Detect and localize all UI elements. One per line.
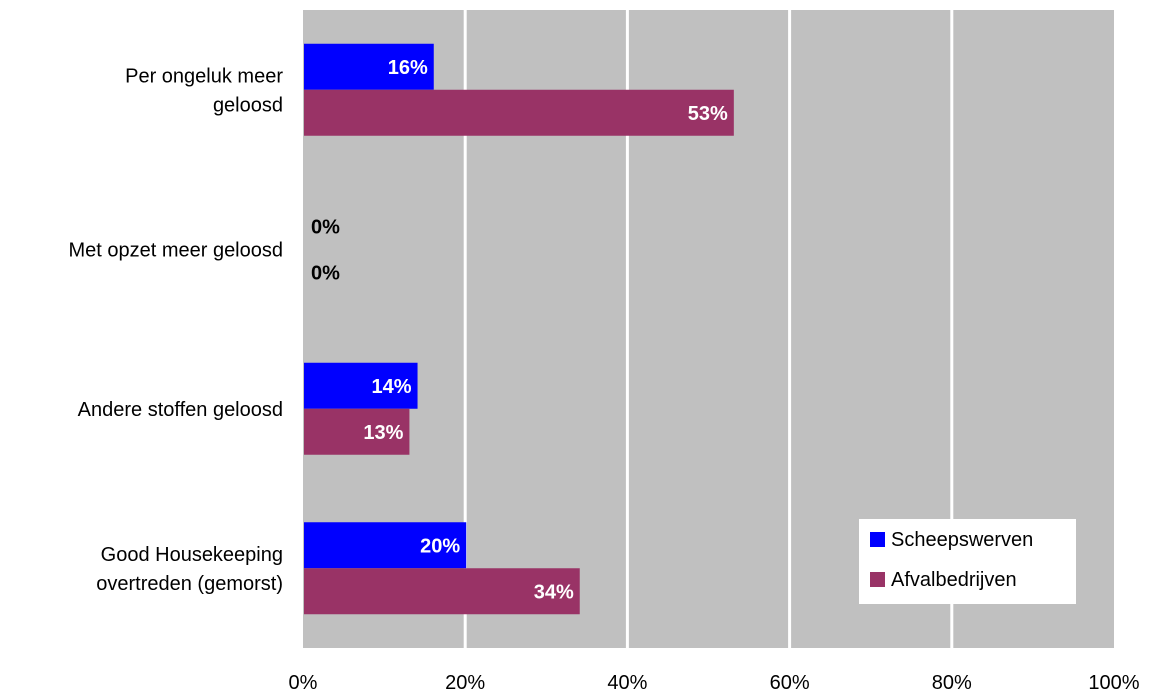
bar [304,522,467,569]
category-label: Andere stoffen geloosd [78,399,283,421]
bar [304,408,410,455]
bar-value-label: 53% [688,103,728,125]
bar [304,568,580,615]
x-tick-labels: 0% 20% 40% 60% 80% 100% [289,672,1140,694]
legend-label: Scheepswerven [891,529,1033,551]
bar [304,43,434,90]
category-label: Met opzet meer geloosd [68,239,283,261]
category-label: overtreden (gemorst) [96,573,283,595]
category-label: Per ongeluk meer [125,65,283,87]
x-tick-label: 100% [1088,672,1139,694]
bar [304,89,734,136]
bar [304,362,418,409]
x-tick-label: 40% [607,672,647,694]
bar-value-label: 13% [363,422,403,444]
category-label: geloosd [213,94,283,116]
x-tick-label: 60% [770,672,810,694]
category-labels: Per ongeluk meer geloosd Met opzet meer ge… [68,65,283,595]
legend-box [859,519,1076,604]
x-tick-label: 20% [445,672,485,694]
bar-value-label: 16% [388,57,428,79]
bars: 16% 53% 0% 0% 14% 13% 20% 34% [304,43,734,615]
legend-swatch [870,532,885,547]
category-label: Good Housekeeping [101,544,283,566]
bar-value-label: 0% [311,216,340,238]
bar-value-label: 20% [420,535,460,557]
x-tick-label: 80% [932,672,972,694]
bar-value-label: 0% [311,262,340,284]
bar-value-label: 34% [534,581,574,603]
bar-value-label: 14% [372,376,412,398]
legend-label: Afvalbedrijven [891,569,1017,591]
legend: Scheepswerven Afvalbedrijven [859,519,1076,604]
legend-swatch [870,572,885,587]
x-tick-label: 0% [289,672,318,694]
